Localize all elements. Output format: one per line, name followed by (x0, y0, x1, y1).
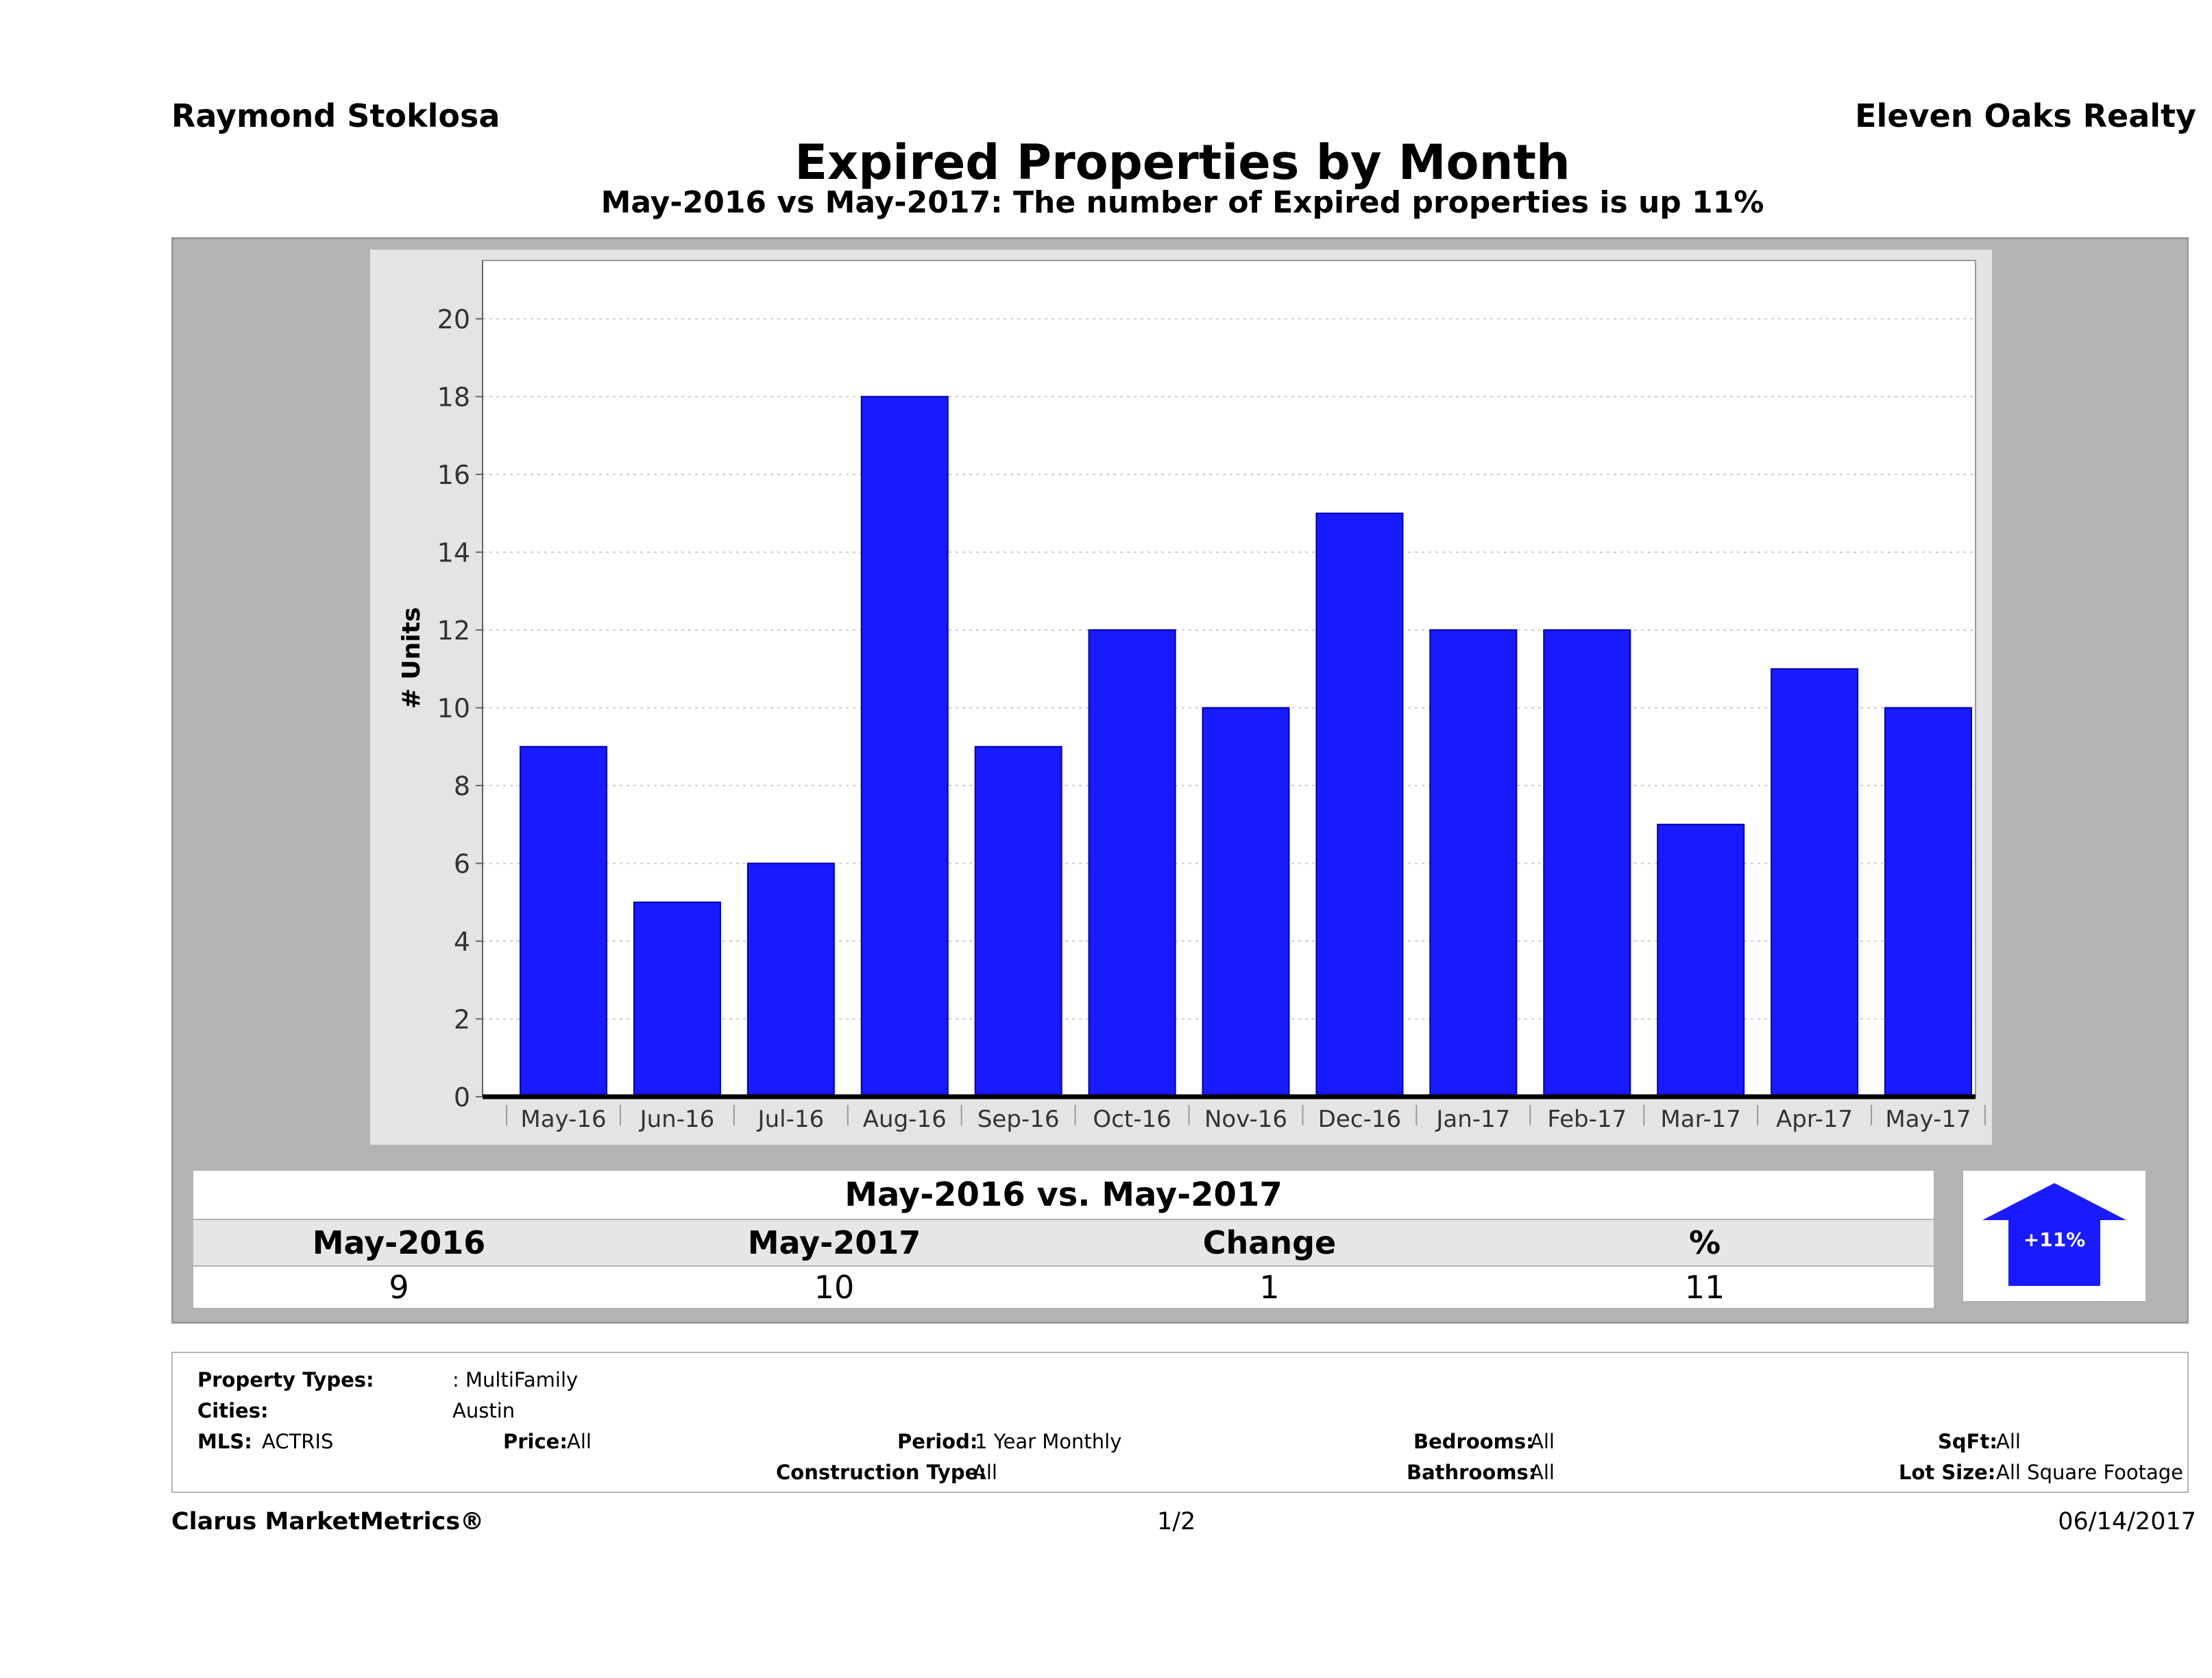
bar (1657, 823, 1745, 1097)
bathrooms-label: Bathrooms: (1407, 1461, 1537, 1484)
x-tick-label: May-17 (1885, 1106, 1971, 1133)
bar (1429, 629, 1518, 1097)
x-tick-label: Jul-16 (757, 1106, 825, 1133)
col-label-may-2016: May-2016 (312, 1224, 486, 1261)
x-tick-label: Jan-17 (1435, 1106, 1510, 1133)
change-badge: +11% (1963, 1171, 2146, 1301)
x-tick-label: Jun-16 (639, 1106, 715, 1133)
chart-area: 0 2 4 6 8 10 12 14 16 18 20 # Units May-16 Jun-16 Jul-… (370, 250, 1992, 1145)
bar (974, 746, 1062, 1097)
y-tick-label: 20 (437, 304, 470, 335)
x-tick-label: Nov-16 (1204, 1106, 1287, 1133)
y-axis-label: # Units (398, 607, 426, 709)
construction-type-label: Construction Type: (776, 1461, 986, 1484)
period-label: Period: (897, 1430, 978, 1453)
filter-summary: Property Types: : MultiFamily Cities: Au… (171, 1352, 2189, 1493)
property-types-value: : MultiFamily (452, 1368, 579, 1391)
bar (633, 901, 721, 1097)
cities-value: Austin (452, 1399, 515, 1422)
bedrooms-value: All (1530, 1430, 1555, 1453)
x-tick-label: Apr-17 (1776, 1106, 1853, 1133)
up-arrow-icon: +11% (1982, 1183, 2126, 1286)
price-label: Price: (503, 1430, 568, 1453)
y-tick-label: 0 (454, 1082, 470, 1112)
comparison-table: May-2016 vs. May-2017 May-2016 May-2017 … (193, 1171, 1934, 1311)
report-date: 06/14/2017 (2058, 1508, 2196, 1535)
change-badge-label: +11% (2023, 1228, 2085, 1251)
company-name: Eleven Oaks Realty (1855, 97, 2196, 134)
bar (1543, 629, 1631, 1097)
y-tick-label: 16 (437, 460, 470, 490)
cities-label: Cities: (197, 1399, 269, 1422)
bathrooms-value: All (1530, 1461, 1555, 1484)
price-value: All (567, 1430, 592, 1453)
bar (520, 746, 607, 1097)
col-label-percent: % (1688, 1224, 1721, 1261)
col-label-change: Change (1202, 1224, 1337, 1261)
col-label-may-2017: May-2017 (747, 1224, 921, 1261)
x-tick-label: Aug-16 (863, 1106, 947, 1133)
construction-type-value: All (973, 1461, 997, 1484)
lot-size-label: Lot Size: (1899, 1461, 1996, 1484)
agent-name: Raymond Stoklosa (171, 97, 500, 134)
comparison-heading: May-2016 vs. May-2017 (193, 1171, 1934, 1219)
bar (1202, 707, 1290, 1097)
comparison-values-row: 9 10 1 11 (193, 1267, 1934, 1308)
value-percent: 11 (1684, 1269, 1725, 1306)
bar (1315, 512, 1404, 1097)
y-tick-label: 14 (437, 538, 470, 568)
y-tick-label: 4 (454, 927, 470, 957)
bar (1771, 668, 1859, 1097)
y-tick-label: 18 (437, 382, 470, 413)
mls-value: ACTRIS (262, 1430, 334, 1453)
x-tick-label: Sep-16 (977, 1106, 1060, 1133)
value-change: 1 (1259, 1269, 1280, 1306)
y-tick-label: 8 (454, 771, 470, 801)
bar (860, 396, 949, 1097)
y-tick-label: 6 (454, 849, 470, 879)
chart-subtitle: May-2016 vs May-2017: The number of Expi… (600, 185, 1764, 220)
sqft-value: All (1996, 1430, 2021, 1453)
bar-chart: 0 2 4 6 8 10 12 14 16 18 20 # Units May-16 Jun-16 Jul-… (398, 260, 1986, 1133)
x-tick-label: May-16 (520, 1106, 606, 1133)
y-tick-label: 10 (437, 694, 470, 724)
comparison-labels-row: May-2016 May-2017 Change % (193, 1220, 1934, 1265)
footer-brand: Clarus MarketMetrics® (171, 1508, 485, 1535)
sqft-label: SqFt: (1938, 1430, 1997, 1453)
x-tick-label: Feb-17 (1547, 1106, 1627, 1133)
property-types-label: Property Types: (197, 1368, 374, 1391)
bar (1088, 629, 1176, 1097)
x-tick-label: Mar-17 (1660, 1106, 1741, 1133)
bar (746, 862, 835, 1098)
page-number: 1/2 (1157, 1508, 1196, 1535)
y-tick-label: 12 (437, 616, 470, 646)
lot-size-value: All Square Footage (1996, 1461, 2184, 1484)
x-tick-label: Oct-16 (1093, 1106, 1171, 1133)
y-tick-label: 2 (454, 1005, 470, 1035)
chart-title: Expired Properties by Month (794, 134, 1570, 191)
mls-label: MLS: (197, 1430, 252, 1453)
period-value: 1 Year Monthly (975, 1430, 1122, 1453)
x-tick-label: Dec-16 (1318, 1106, 1401, 1133)
bar (1884, 707, 1972, 1097)
value-may-2016: 9 (389, 1269, 409, 1306)
value-may-2017: 10 (814, 1269, 855, 1306)
bedrooms-label: Bedrooms: (1413, 1430, 1534, 1453)
